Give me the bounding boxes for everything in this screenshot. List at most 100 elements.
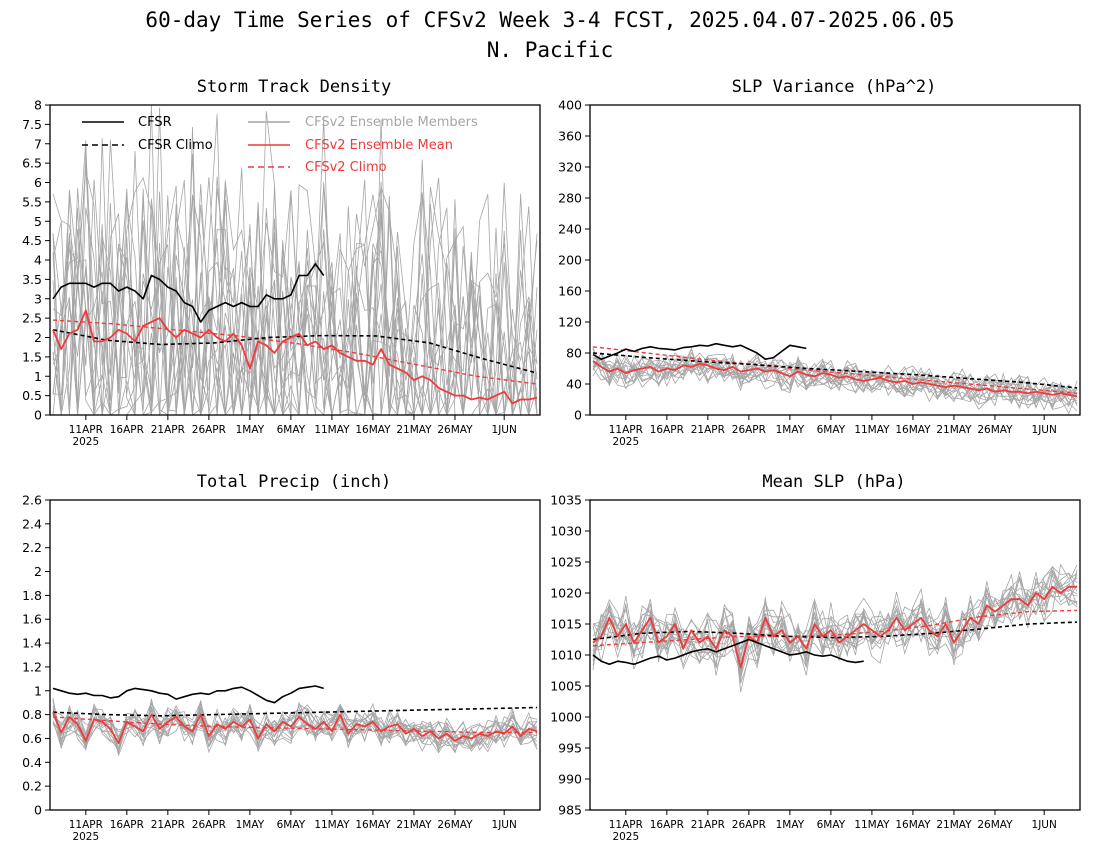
y-tick-label: 1.8 [22, 588, 42, 603]
x-tick-label: 11MAY [314, 819, 350, 831]
x-tick-label: 16MAY [895, 424, 931, 436]
y-tick-label: 0 [34, 803, 42, 818]
x-tick-label: 1JUN [1032, 424, 1057, 436]
ensemble-member-line [52, 119, 538, 415]
y-tick-label: 3 [34, 291, 42, 306]
y-tick-label: 200 [558, 253, 582, 268]
x-year-label: 2025 [612, 831, 639, 843]
legend: CFSR CFSR Climo CFSv2 Ensemble Members C… [82, 115, 478, 175]
x-tick-label: 26MAY [437, 819, 473, 831]
y-tick-label: 0.2 [22, 779, 42, 794]
y-tick-label: 2 [34, 564, 42, 579]
x-tick-label: 6MAY [277, 424, 306, 436]
panel-title: Total Precip (inch) [197, 472, 391, 492]
y-tick-label: 7.5 [22, 117, 42, 132]
ensemble-member-line [592, 352, 1078, 406]
x-tick-label: 21MAY [936, 424, 972, 436]
x-tick-label: 1MAY [776, 424, 805, 436]
x-tick-label: 26APR [192, 819, 226, 831]
x-tick-label: 16APR [110, 424, 144, 436]
panel-total-precip: Total Precip (inch) 0 0.2 0.4 0.6 0.8 1 1.2 1.4… [22, 472, 541, 843]
y-tick-label: 2 [34, 330, 42, 345]
y-tick-label: 2.5 [22, 311, 42, 326]
y-tick-label: 1010 [550, 648, 582, 663]
x-year-label: 2025 [612, 436, 639, 448]
legend-label-cfsr-climo: CFSR Climo [138, 138, 213, 153]
plot-frame [49, 499, 541, 811]
x-tick-label: 16APR [110, 819, 144, 831]
x-tick-label: 21APR [151, 424, 185, 436]
cfsv2-climo-line [52, 716, 537, 734]
ensemble-member-line [52, 114, 537, 415]
x-tick-label: 26APR [732, 819, 766, 831]
y-tick-label: 1035 [550, 493, 582, 508]
y-tick-label: 2.6 [22, 493, 42, 508]
ensemble-mean-line [592, 585, 1077, 669]
x-tick-label: 11APR [69, 424, 103, 436]
y-tick-label: 120 [558, 315, 582, 330]
y-tick-label: 0.5 [22, 388, 42, 403]
y-tick-label: 1.2 [22, 659, 42, 674]
y-tick-label: 985 [558, 803, 582, 818]
x-tick-label: 16MAY [355, 819, 391, 831]
ensemble-member-line [52, 181, 538, 415]
plot-area [592, 563, 1078, 693]
x-tick-label: 21MAY [396, 819, 432, 831]
x-tick-label: 1MAY [236, 819, 265, 831]
plot-frame [589, 499, 1081, 811]
cfsr-climo-line [52, 706, 538, 717]
x-tick-label: 16APR [650, 819, 684, 831]
y-tick-label: 1015 [550, 617, 582, 632]
x-tick-label: 1JUN [492, 819, 517, 831]
x-year-label: 2025 [72, 831, 99, 843]
plot-frame [589, 104, 1081, 416]
figure-subtitle: N. Pacific [487, 38, 613, 62]
plot-area [52, 105, 538, 415]
plot-frame [49, 104, 541, 416]
legend-label-cfsr: CFSR [138, 115, 172, 130]
y-tick-label: 3.5 [22, 272, 42, 287]
x-tick-label: 26APR [192, 424, 226, 436]
y-tick-label: 1025 [550, 555, 582, 570]
y-tick-label: 160 [558, 284, 582, 299]
x-tick-label: 11MAY [854, 819, 890, 831]
y-tick-label: 995 [558, 741, 582, 756]
y-tick-label: 1020 [550, 586, 582, 601]
y-tick-label: 8 [34, 98, 42, 113]
cfsr-climo-line [592, 352, 1078, 389]
y-tick-label: 1030 [550, 524, 582, 539]
panel-title: SLP Variance (hPa^2) [732, 77, 937, 97]
ensemble-member-line [53, 184, 538, 415]
legend-label-members: CFSv2 Ensemble Members [305, 115, 478, 130]
panel-mean-slp: Mean SLP (hPa) 985 990 995 1000 1005 1010 1015… [550, 472, 1081, 843]
x-tick-label: 1JUN [492, 424, 517, 436]
x-tick-label: 21APR [151, 819, 185, 831]
x-tick-label: 11APR [609, 424, 643, 436]
panel-slp-variance: SLP Variance (hPa^2) 0 40 80 120 160 200 240 28… [558, 77, 1081, 448]
x-tick-label: 16MAY [895, 819, 931, 831]
y-tick-label: 2.2 [22, 540, 42, 555]
y-tick-label: 320 [558, 160, 582, 175]
ensemble-member-line [592, 585, 1078, 684]
y-tick-label: 1.5 [22, 349, 42, 364]
cfsr-line [52, 263, 325, 323]
ensemble-mean-line [52, 309, 538, 405]
x-tick-label: 16APR [650, 424, 684, 436]
y-tick-label: 0.6 [22, 731, 42, 746]
x-tick-label: 21APR [691, 819, 725, 831]
x-tick-label: 6MAY [817, 819, 846, 831]
y-tick-label: 0 [574, 408, 582, 423]
cfsr-line [52, 685, 324, 704]
y-tick-label: 6.5 [22, 156, 42, 171]
y-tick-label: 5 [34, 214, 42, 229]
panel-title: Mean SLP (hPa) [762, 472, 905, 492]
ensemble-member-line [52, 697, 538, 750]
y-tick-label: 80 [566, 346, 582, 361]
y-tick-label: 40 [566, 377, 582, 392]
ensemble-mean-line [592, 360, 1078, 398]
y-tick-label: 1 [34, 369, 42, 384]
y-tick-label: 4.5 [22, 233, 42, 248]
x-tick-label: 11APR [69, 819, 103, 831]
y-tick-label: 360 [558, 129, 582, 144]
legend-label-ens-mean: CFSv2 Ensemble Mean [305, 138, 453, 153]
